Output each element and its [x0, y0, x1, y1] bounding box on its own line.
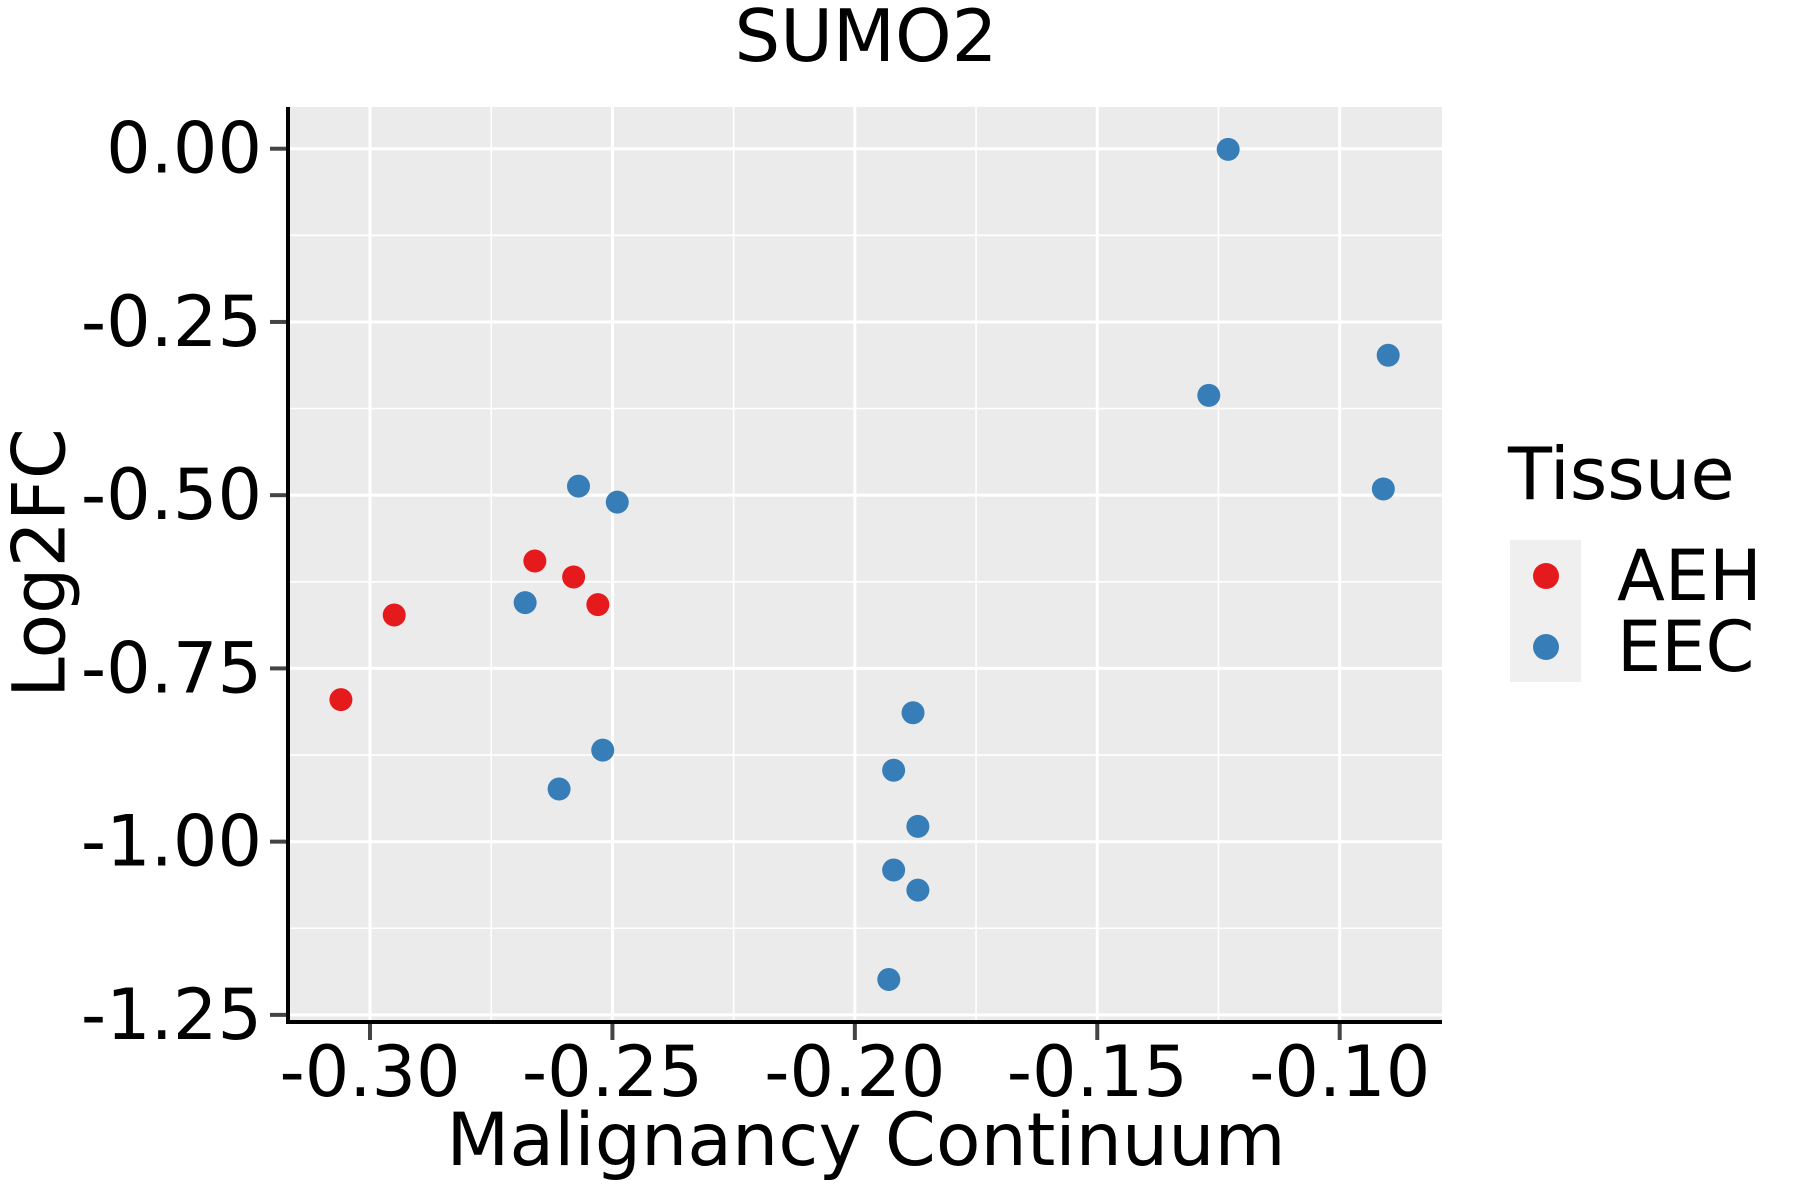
plot-panel	[290, 107, 1442, 1020]
legend-dot-aeh-icon	[1532, 562, 1559, 589]
data-point-aeh	[562, 565, 586, 589]
data-point-eec	[591, 738, 615, 762]
y-tick-label: -1.25	[81, 974, 262, 1056]
data-point-eec	[882, 758, 906, 782]
x-tick-label: -0.30	[279, 1031, 460, 1113]
y-tick-label: -1.00	[81, 801, 262, 883]
chart-title: SUMO2	[734, 0, 998, 78]
x-tick-label: -0.15	[1007, 1031, 1188, 1113]
y-axis-label: Log2FC	[0, 428, 83, 698]
data-point-eec	[882, 858, 906, 882]
data-point-eec	[547, 777, 571, 801]
legend-dot-eec-icon	[1532, 633, 1559, 660]
y-tick-label: 0.00	[106, 108, 262, 190]
legend-title: Tissue	[1508, 432, 1735, 516]
y-tick-label: -0.75	[81, 627, 262, 709]
legend-label-aeh: AEH	[1617, 534, 1762, 617]
y-tick-label: -0.25	[81, 281, 262, 363]
data-point-eec	[901, 701, 925, 725]
legend-key-aeh	[1510, 540, 1581, 611]
x-tick-label: -0.25	[522, 1031, 703, 1113]
x-tick-label: -0.10	[1249, 1031, 1430, 1113]
data-point-aeh	[523, 549, 547, 573]
data-point-eec	[566, 474, 590, 498]
data-point-eec	[513, 591, 537, 615]
legend-item-aeh: AEH	[1510, 540, 1762, 611]
legend-label-eec: EEC	[1617, 605, 1755, 688]
data-point-aeh	[329, 688, 353, 712]
data-point-eec	[1197, 383, 1221, 407]
y-tick-label: -0.50	[81, 454, 262, 536]
data-point-eec	[1376, 343, 1400, 367]
legend: Tissue AEH EEC	[1508, 438, 1762, 682]
data-point-eec	[906, 878, 930, 902]
data-point-eec	[605, 490, 629, 514]
data-point-aeh	[382, 603, 406, 627]
x-axis-label: Malignancy Continuum	[446, 1098, 1286, 1183]
data-point-eec	[1371, 477, 1395, 501]
legend-item-eec: EEC	[1510, 611, 1762, 682]
data-point-aeh	[586, 593, 610, 617]
data-point-eec	[1216, 137, 1240, 161]
legend-key-eec	[1510, 611, 1581, 682]
legend-items: AEH EEC	[1508, 540, 1762, 682]
x-tick-label: -0.20	[764, 1031, 945, 1113]
data-point-eec	[877, 968, 901, 992]
data-point-eec	[906, 814, 930, 838]
